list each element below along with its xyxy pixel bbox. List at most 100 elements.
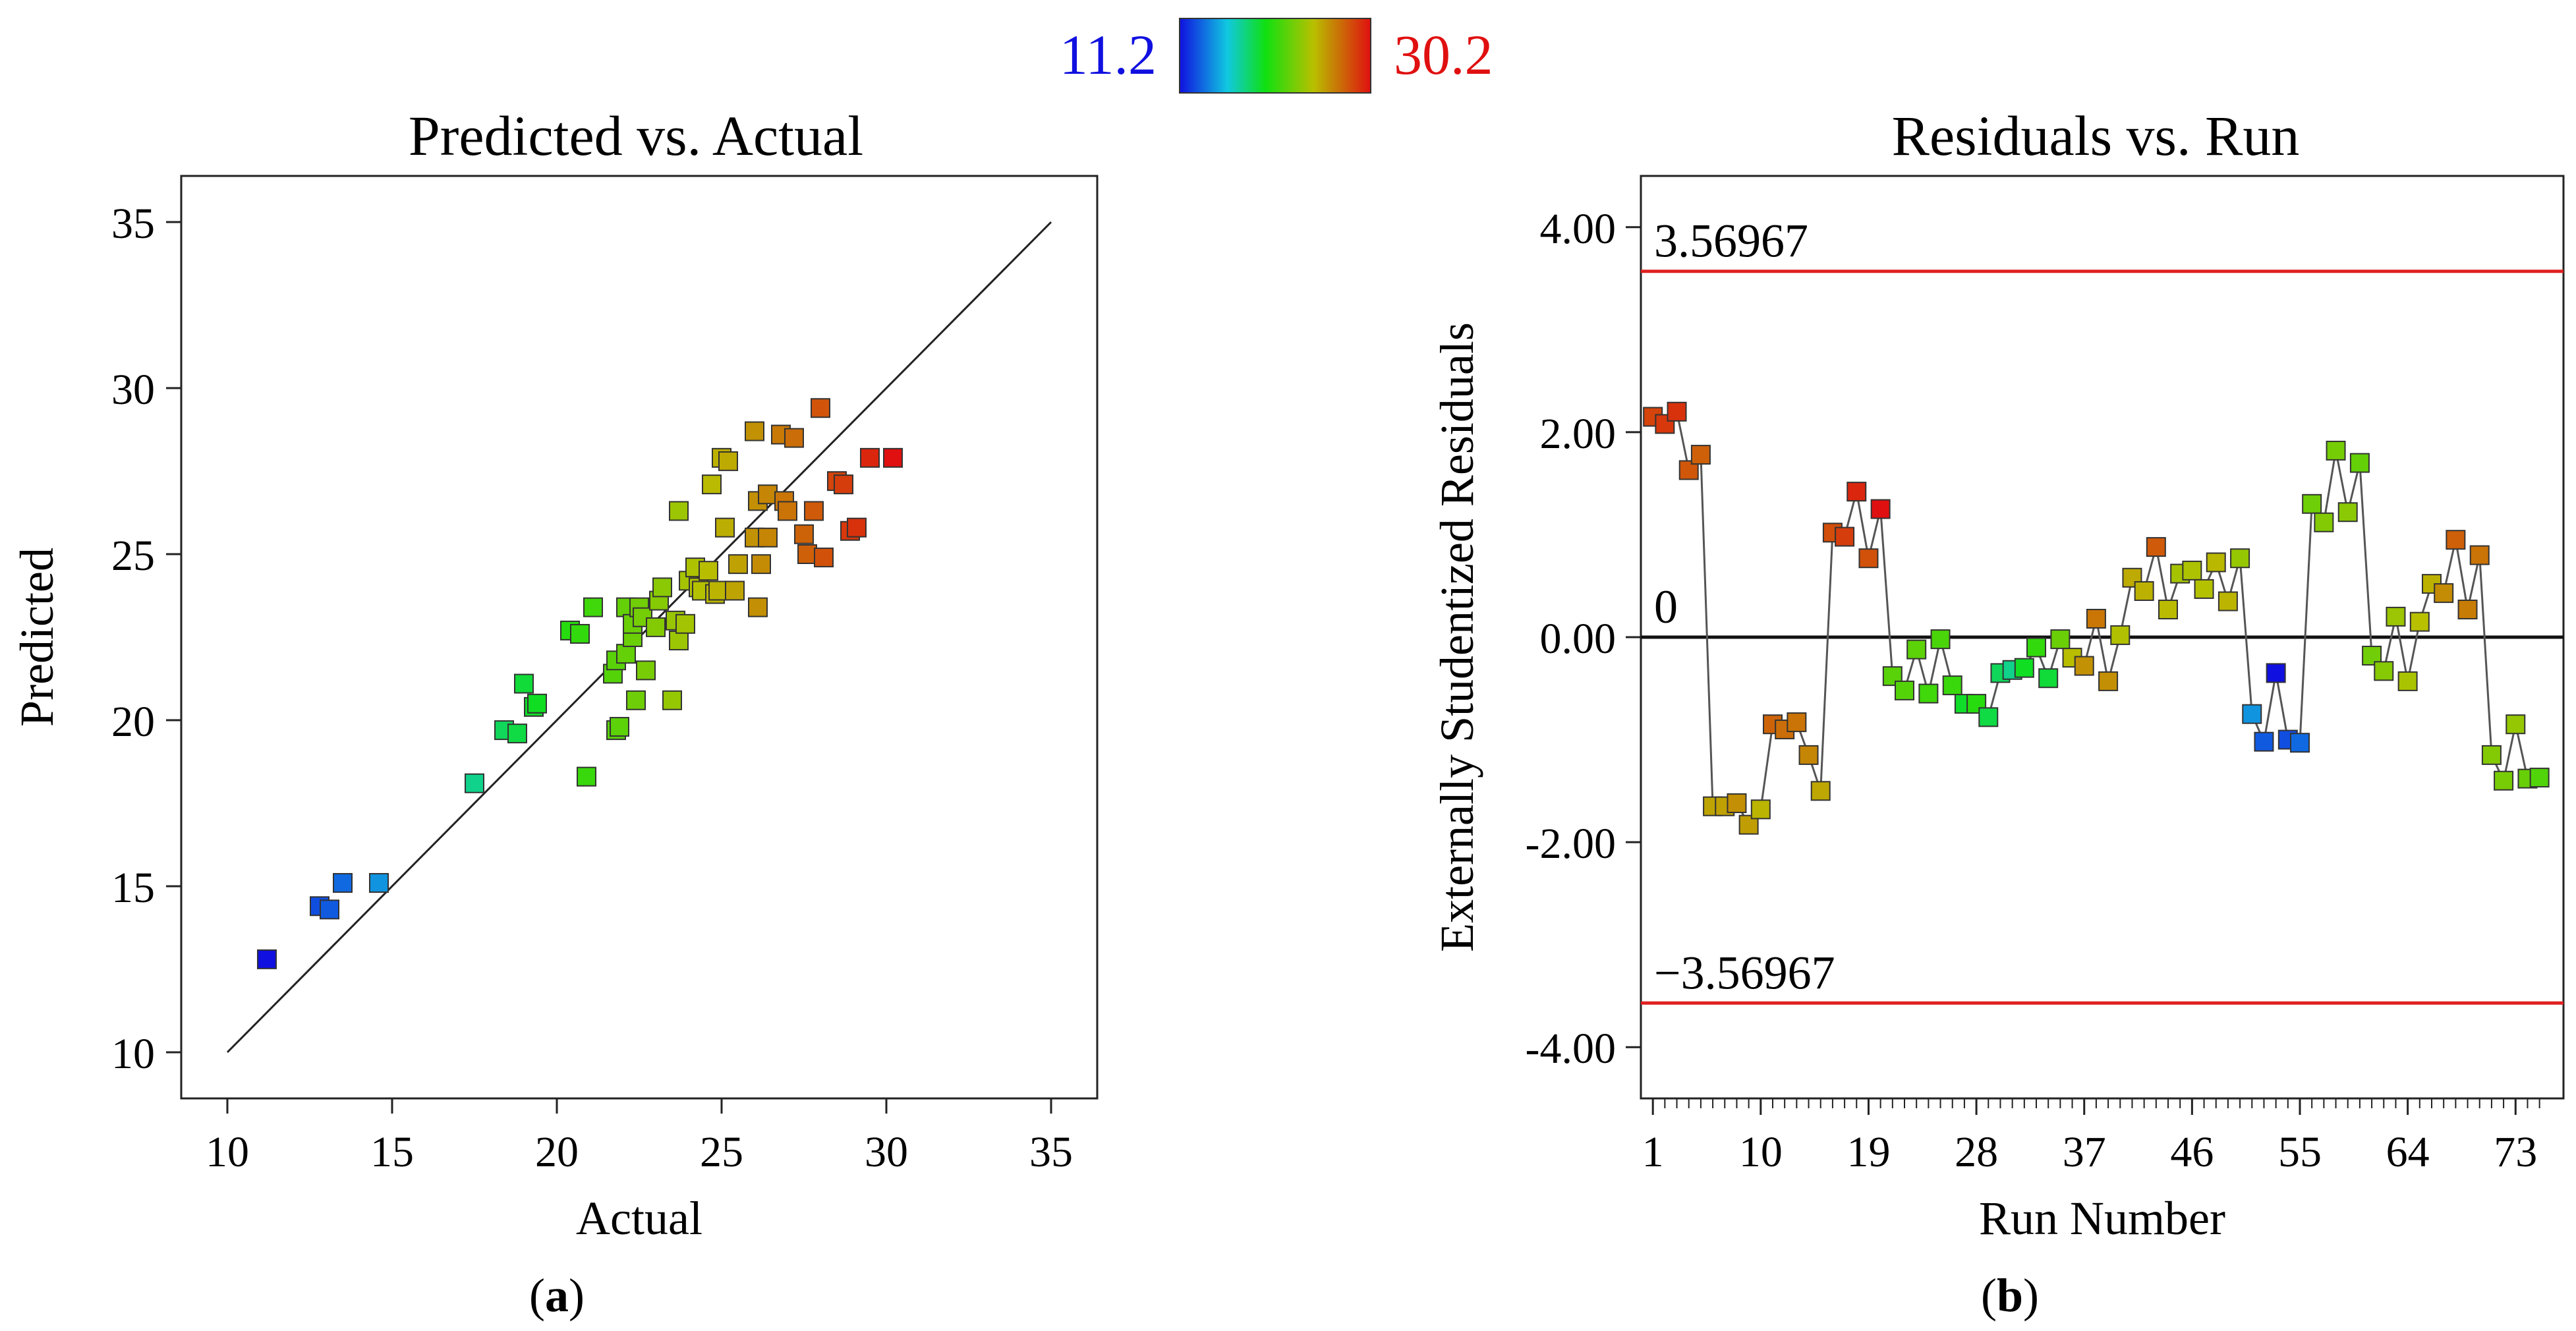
panel-a-data-point <box>669 631 689 651</box>
panel-b-xtick-label: 1 <box>1642 1128 1664 1176</box>
panel-b-title: Residuals vs. Run <box>1892 104 2300 167</box>
panel-b-label: (b) <box>1981 1269 2039 1322</box>
panel-a-data-point <box>745 421 764 441</box>
panel-b-data-point <box>2050 629 2071 650</box>
panel-a-label: (a) <box>529 1269 585 1322</box>
panel-b-data-point <box>2409 611 2430 632</box>
panel-a-data-points <box>257 398 903 969</box>
panel-b-ytick-label: 4.00 <box>1540 205 1617 253</box>
panel-b-data-point <box>1858 548 1879 569</box>
panel-a-data-point <box>616 644 636 664</box>
panel-b-data-point <box>2038 668 2059 689</box>
panel-b-data-point <box>2469 545 2490 565</box>
panel-b-data-point <box>1750 799 1771 820</box>
panel-b-data-point <box>2098 671 2119 691</box>
panel-b-data-point <box>1918 683 1939 704</box>
panel-a-data-point <box>636 660 656 681</box>
panel-b-data-point <box>1895 680 1914 700</box>
panel-a-data-point <box>715 517 735 538</box>
panel-a-xlabel: Actual <box>576 1192 702 1245</box>
panel-a-data-point <box>797 544 817 564</box>
panel-b-xtick-label: 46 <box>2170 1128 2214 1176</box>
panel-b-y-axis: 4.00 2.00 0.00 -2.00 -4.00 <box>1526 205 1641 1073</box>
panel-b-data-point <box>2218 591 2238 611</box>
panel-b-x-axis: 1 10 19 28 37 46 55 64 73 <box>1642 1098 2540 1176</box>
panel-a-data-point <box>583 597 603 617</box>
panel-b-label-letter: b <box>1997 1269 2023 1322</box>
colorbar: 11.2 30.2 <box>1060 18 1493 94</box>
panel-b-xtick-label: 64 <box>2386 1128 2430 1176</box>
panel-a-data-point <box>333 872 353 893</box>
panel-b-data-point <box>2302 494 2322 514</box>
panel-a-y-axis: 10 15 20 25 30 35 <box>111 200 181 1078</box>
panel-a-xtick-label: 20 <box>535 1128 579 1176</box>
panel-b-data-point <box>2254 731 2274 752</box>
panel-a-data-point <box>675 613 695 634</box>
panel-b-xtick-label: 10 <box>1739 1128 1783 1176</box>
panel-b-data-point <box>1906 639 1927 660</box>
panel-b-upper-limit-label: 3.56967 <box>1654 215 1808 268</box>
panel-b-data-point <box>2374 661 2394 681</box>
panel-a-plot-frame <box>180 175 1099 1100</box>
panel-b-data-point <box>1846 482 1867 502</box>
panel-a-ytick-label: 20 <box>111 698 155 746</box>
panel-b-data-point <box>1787 712 1807 733</box>
panel-a-data-point <box>465 773 484 793</box>
panel-b-xtick-label: 37 <box>2063 1128 2106 1176</box>
panel-a-data-point <box>669 501 689 521</box>
panel-a-title: Predicted vs. Actual <box>409 104 863 167</box>
panel-a-data-point <box>708 581 728 601</box>
panel-b-data-point <box>2481 745 2502 765</box>
panel-a-data-point <box>610 717 629 737</box>
panel-a-data-point <box>834 474 853 495</box>
panel-a-data-point <box>728 554 748 575</box>
panel-b-data-point <box>2086 609 2106 629</box>
panel-a-data-point <box>814 548 834 568</box>
colorbar-min-label: 11.2 <box>1060 23 1157 86</box>
panel-b-data-point <box>2290 733 2310 753</box>
panel-a-data-point <box>699 561 718 581</box>
panel-b-residuals-vs-run: Residuals vs. Run 3.56967 −3.56967 0 4.0… <box>1431 104 2565 1322</box>
panel-a-data-point <box>662 690 682 710</box>
panel-b-ytick-label: -2.00 <box>1526 820 1616 868</box>
panel-b-data-point <box>2434 583 2454 604</box>
panel-b-data-point <box>1942 675 1962 696</box>
panel-a-label-open: ( <box>529 1269 545 1322</box>
panel-a-data-point <box>514 673 534 694</box>
panel-b-data-point <box>2182 560 2202 581</box>
panel-a-ytick-label: 35 <box>111 200 155 248</box>
panel-a-data-point <box>702 474 722 495</box>
panel-b-data-point <box>1835 526 1855 547</box>
panel-b-zero-label: 0 <box>1654 581 1678 633</box>
panel-a-data-point <box>758 484 778 505</box>
panel-b-data-point <box>1667 401 1687 422</box>
panel-b-data-point <box>2230 548 2250 569</box>
panel-a-xtick-label: 35 <box>1029 1128 1073 1176</box>
panel-a-data-point <box>847 517 867 538</box>
panel-a-label-letter: a <box>545 1269 569 1322</box>
panel-a-data-point <box>652 577 672 598</box>
panel-a-data-point <box>718 451 738 471</box>
panel-a-data-point <box>748 597 768 617</box>
panel-b-data-point <box>2134 581 2154 601</box>
panel-b-xtick-label: 19 <box>1846 1128 1890 1176</box>
panel-b-data-point <box>2529 768 2550 788</box>
panel-b-data-point <box>1870 499 1891 519</box>
panel-a-data-point <box>784 428 804 448</box>
panel-b-data-point <box>2505 714 2526 735</box>
panel-b-data-point <box>2146 537 2166 557</box>
panel-a-xtick-label: 15 <box>370 1128 414 1176</box>
panel-b-xlabel: Run Number <box>1979 1192 2225 1245</box>
panel-a-xtick-label: 10 <box>206 1128 249 1176</box>
panel-b-data-point <box>2194 579 2214 599</box>
panel-b-xtick-label: 73 <box>2494 1128 2537 1176</box>
panel-b-data-point <box>2242 704 2262 724</box>
panel-b-data-point <box>2337 502 2358 523</box>
panel-b-lower-limit-label: −3.56967 <box>1654 946 1835 999</box>
panel-b-data-point <box>2314 512 2334 532</box>
panel-a-data-point <box>257 949 277 969</box>
panel-a-data-point <box>626 690 646 710</box>
panel-a-data-point <box>811 398 830 418</box>
panel-b-label-close: ) <box>2023 1269 2039 1322</box>
